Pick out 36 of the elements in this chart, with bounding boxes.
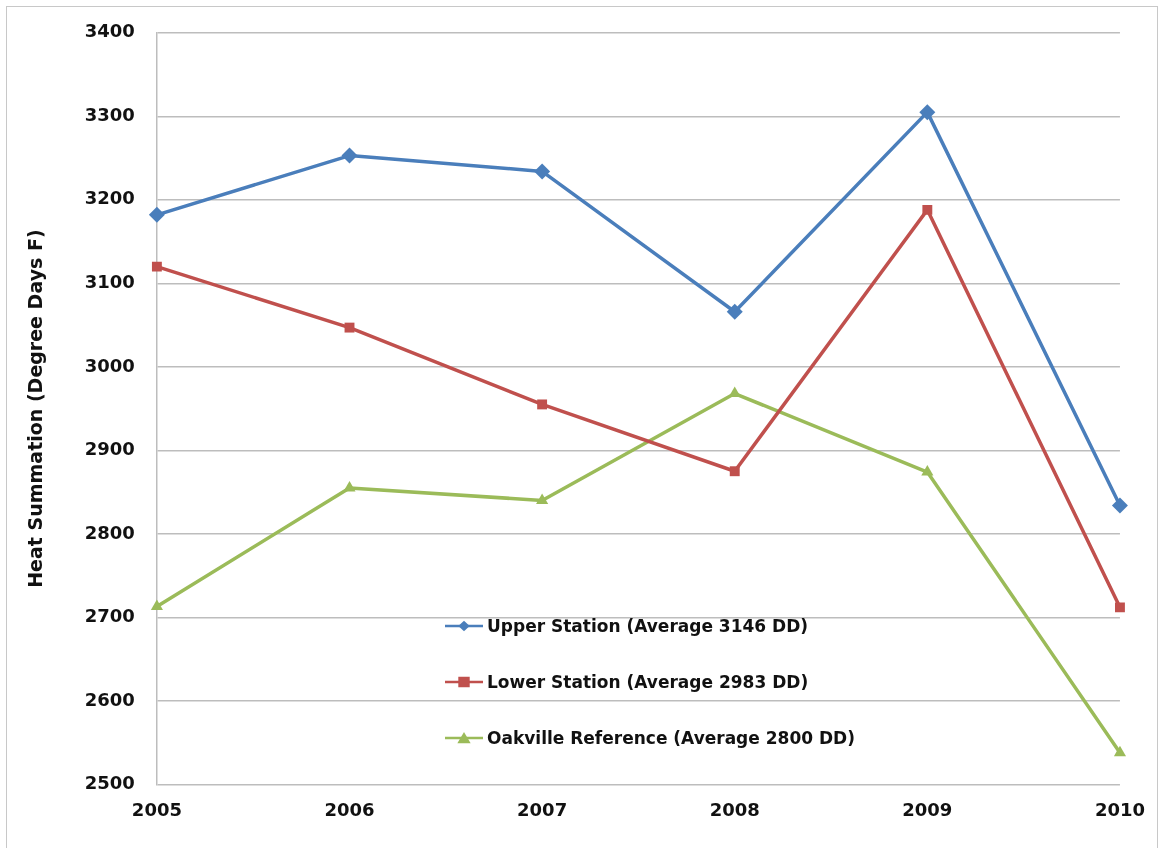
- x-tick-label: 2010: [1094, 798, 1146, 820]
- y-tick-label: 2800: [84, 521, 135, 543]
- x-tick-label: 2009: [902, 798, 953, 820]
- point: [534, 163, 551, 180]
- point: [919, 104, 936, 121]
- y-tick-label: 2700: [84, 605, 135, 627]
- legend-label: Oakville Reference (Average 2800 DD): [487, 728, 855, 748]
- y-axis-title: Heat Summation (Degree Days F): [24, 229, 47, 588]
- legend-label: Lower Station (Average 2983 DD): [487, 672, 809, 692]
- x-tick-label: 2005: [131, 798, 182, 820]
- point: [344, 322, 355, 333]
- point: [341, 147, 358, 164]
- y-tick-label: 3000: [84, 354, 135, 376]
- point: [148, 206, 165, 223]
- point: [726, 303, 743, 320]
- point: [1115, 602, 1125, 613]
- point: [150, 599, 163, 611]
- point: [537, 399, 548, 410]
- y-tick-label: 3100: [84, 271, 135, 293]
- point: [151, 261, 162, 272]
- y-tick-label: 2900: [84, 438, 135, 460]
- point: [536, 493, 549, 504]
- y-tick-label: 3300: [84, 103, 135, 125]
- y-tick-label: 3400: [84, 20, 135, 42]
- point: [1111, 497, 1128, 514]
- x-tick-label: 2008: [709, 798, 760, 820]
- y-tick-label: 3200: [84, 187, 135, 209]
- x-tick-label: 2007: [517, 798, 568, 820]
- point: [921, 465, 934, 476]
- y-tick-label: 2600: [84, 688, 135, 710]
- x-tick-label: 2006: [324, 798, 375, 820]
- point: [922, 204, 933, 215]
- y-tick-label: 2500: [84, 772, 135, 794]
- point: [1113, 745, 1127, 757]
- point: [729, 466, 740, 477]
- legend-label: Upper Station (Average 3146 DD): [487, 616, 809, 636]
